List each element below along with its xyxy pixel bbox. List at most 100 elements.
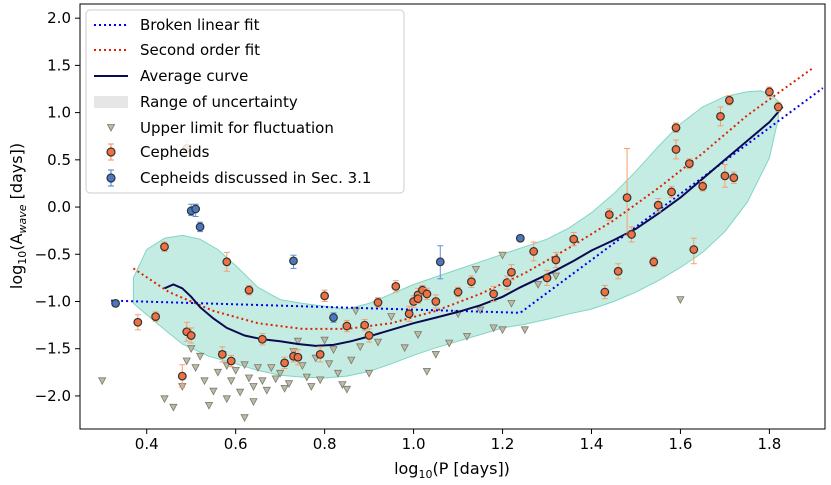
x-tick-label: 0.6 bbox=[224, 435, 248, 453]
legend-discussed-label: Cepheids discussed in Sec. 3.1 bbox=[140, 169, 371, 187]
cepheid-marker bbox=[373, 298, 383, 307]
upper-limit-marker bbox=[333, 369, 343, 378]
cepheid-discussed-markers bbox=[111, 203, 525, 323]
legend-upper-limit-label: Upper limit for fluctuation bbox=[140, 119, 334, 137]
upper-limit-marker bbox=[209, 387, 218, 396]
upper-limit-marker bbox=[244, 374, 254, 383]
upper-limit-marker bbox=[316, 376, 325, 385]
x-axis-label: log10(P [days]) bbox=[394, 459, 510, 481]
x-tick-label: 0.8 bbox=[313, 435, 337, 453]
upper-limit-marker bbox=[329, 346, 338, 355]
legend-upper-limit-swatch bbox=[106, 124, 116, 132]
cepheid-marker bbox=[453, 287, 463, 297]
cepheid-marker bbox=[649, 257, 659, 267]
second-order-fit-line bbox=[132, 66, 815, 330]
cepheid-marker bbox=[773, 102, 783, 112]
upper-limit-marker bbox=[271, 375, 280, 384]
y-axis-label: log10(Awave [days]) bbox=[7, 143, 29, 289]
cepheid-marker bbox=[613, 266, 623, 276]
cepheid-discussed-marker bbox=[289, 256, 298, 266]
cepheid-marker bbox=[765, 87, 774, 97]
cepheid-marker bbox=[684, 159, 694, 169]
cepheid-marker bbox=[542, 273, 552, 283]
legend-second-order-label: Second order fit bbox=[140, 41, 260, 59]
x-tick-label: 1.0 bbox=[402, 435, 426, 453]
y-tick-label: −2.0 bbox=[35, 387, 71, 405]
upper-limit-marker bbox=[324, 360, 334, 369]
cepheid-discussed-marker bbox=[191, 204, 201, 214]
cepheid-marker bbox=[653, 200, 663, 210]
average-curve-line bbox=[164, 106, 784, 347]
cepheid-discussed-marker bbox=[195, 222, 205, 232]
upper-limit-marker bbox=[342, 385, 352, 394]
cepheid-marker bbox=[551, 255, 561, 265]
x-tick-label: 1.8 bbox=[757, 435, 781, 453]
legend-band-swatch bbox=[94, 96, 128, 108]
plot-frame bbox=[79, 3, 826, 430]
upper-limit-marker bbox=[213, 368, 223, 377]
cepheid-marker bbox=[280, 358, 289, 368]
cepheid-discussed-marker bbox=[435, 257, 445, 267]
upper-limit-marker bbox=[253, 364, 263, 372]
cepheid-marker bbox=[391, 281, 401, 291]
upper-limit-marker bbox=[267, 364, 276, 372]
upper-limit-marker bbox=[356, 343, 365, 352]
cepheid-marker bbox=[151, 312, 161, 322]
cepheid-marker bbox=[133, 317, 143, 327]
upper-limit-marker bbox=[462, 333, 472, 341]
upper-limit-marker bbox=[533, 281, 543, 289]
upper-limit-marker bbox=[302, 373, 311, 382]
legend-discussed-marker bbox=[106, 173, 116, 183]
legend-cepheid-label: Cepheids bbox=[140, 143, 210, 161]
y-tick-label: 2.0 bbox=[47, 9, 71, 27]
cepheid-marker bbox=[720, 171, 730, 181]
plot-area bbox=[98, 66, 824, 423]
legend: Broken linear fit Second order fit Avera… bbox=[85, 9, 405, 194]
upper-limit-marker bbox=[169, 403, 178, 412]
upper-limit-marker bbox=[240, 361, 249, 370]
upper-limit-marker bbox=[489, 324, 498, 333]
upper-limit-marker bbox=[364, 369, 374, 378]
y-tick-label: −1.5 bbox=[35, 340, 71, 358]
cepheid-markers bbox=[133, 86, 783, 388]
upper-limit-marker bbox=[222, 395, 231, 404]
cepheid-marker bbox=[431, 297, 441, 306]
upper-limit-marker bbox=[413, 331, 423, 339]
upper-limit-marker bbox=[284, 380, 294, 389]
cepheid-marker bbox=[689, 245, 699, 254]
cepheid-marker bbox=[502, 278, 512, 288]
cepheid-marker bbox=[360, 320, 370, 330]
y-tick-label: 1.5 bbox=[47, 56, 71, 74]
upper-limit-marker bbox=[676, 296, 685, 304]
upper-limit-marker bbox=[320, 336, 329, 345]
upper-limit-markers bbox=[98, 251, 685, 423]
cepheid-marker bbox=[293, 352, 303, 362]
upper-limit-marker bbox=[400, 344, 409, 353]
upper-limit-marker bbox=[195, 352, 205, 361]
cepheid-marker bbox=[320, 291, 330, 301]
legend-cepheid-marker bbox=[106, 147, 116, 157]
cepheid-marker bbox=[342, 321, 352, 331]
cepheid-marker bbox=[244, 285, 254, 295]
cepheid-marker bbox=[604, 210, 614, 220]
upper-limit-marker bbox=[160, 395, 169, 404]
cepheid-marker bbox=[529, 247, 539, 256]
upper-limit-marker bbox=[387, 313, 396, 321]
x-tick-label: 1.2 bbox=[491, 435, 515, 453]
cepheid-marker bbox=[222, 257, 232, 267]
upper-limit-marker bbox=[200, 377, 209, 386]
y-tick-label: −0.5 bbox=[35, 245, 71, 263]
upper-limit-marker bbox=[249, 398, 258, 406]
upper-limit-marker bbox=[520, 326, 529, 335]
upper-limit-marker bbox=[498, 326, 507, 335]
legend-band-label: Range of uncertainty bbox=[140, 93, 298, 111]
cepheid-marker bbox=[716, 111, 725, 121]
cepheid-marker bbox=[422, 289, 432, 299]
x-tick-label: 0.4 bbox=[135, 435, 159, 453]
x-axis-ticks: 0.4 0.6 0.8 1.0 1.2 1.4 1.6 1.8 bbox=[135, 429, 781, 453]
legend-box bbox=[85, 9, 405, 194]
cepheid-marker bbox=[569, 234, 579, 244]
upper-limit-marker bbox=[338, 381, 347, 389]
cepheid-marker bbox=[698, 181, 708, 191]
